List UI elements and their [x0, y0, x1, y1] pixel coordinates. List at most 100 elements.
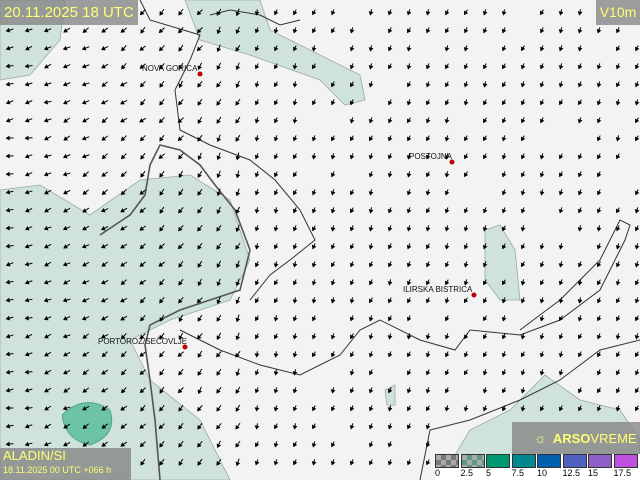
- wind-arrow-head: [235, 299, 241, 305]
- wind-arrow-head: [463, 101, 469, 106]
- wind-arrow-head: [558, 371, 564, 376]
- wind-arrow-head: [24, 81, 30, 87]
- wind-arrow-head: [635, 136, 640, 142]
- wind-arrow-head: [502, 226, 507, 232]
- wind-arrow-head: [43, 45, 49, 51]
- wind-arrow-head: [120, 316, 125, 321]
- wind-arrow-head: [387, 10, 393, 16]
- wind-arrow-head: [634, 226, 640, 232]
- wind-arrow-head: [197, 136, 202, 142]
- wind-arrow-head: [24, 153, 30, 159]
- wind-arrow-head: [216, 244, 221, 250]
- wind-arrow-head: [216, 11, 221, 16]
- wind-arrow-head: [444, 10, 450, 16]
- wind-arrow-head: [140, 28, 145, 34]
- wind-arrow-head: [406, 190, 412, 196]
- wind-arrow-head: [63, 190, 68, 195]
- wind-arrow-head: [101, 154, 107, 160]
- wind-arrow-head: [444, 299, 450, 304]
- wind-arrow-head: [293, 190, 298, 196]
- wind-arrow-head: [254, 100, 260, 106]
- wind-arrow-head: [120, 244, 125, 249]
- wind-arrow-head: [24, 423, 30, 429]
- wind-arrow-head: [273, 317, 279, 322]
- wind-arrow-head: [159, 280, 164, 286]
- wind-arrow-head: [539, 352, 545, 358]
- wind-arrow-head: [558, 353, 564, 358]
- wind-arrow-head: [82, 442, 88, 447]
- wind-arrow-head: [292, 208, 298, 214]
- wind-arrow-head: [101, 136, 107, 141]
- wind-arrow-head: [43, 153, 49, 159]
- wind-arrow-head: [463, 227, 469, 232]
- wind-arrow-head: [178, 406, 183, 412]
- wind-arrow-head: [482, 154, 488, 160]
- wind-arrow-head: [196, 298, 202, 304]
- wind-arrow-head: [5, 261, 11, 267]
- wind-arrow-head: [350, 244, 355, 250]
- wind-arrow-head: [63, 100, 68, 105]
- wind-arrow-head: [406, 136, 412, 142]
- wind-arrow-head: [81, 315, 87, 321]
- wind-arrow-head: [5, 171, 10, 177]
- wind-arrow-head: [273, 407, 279, 412]
- wind-arrow-head: [139, 208, 145, 213]
- wind-arrow-head: [273, 154, 279, 160]
- wind-arrow-head: [216, 406, 221, 412]
- wind-arrow-head: [177, 118, 183, 124]
- wind-arrow-head: [464, 10, 469, 16]
- wind-arrow-head: [349, 460, 355, 466]
- wind-arrow-head: [444, 407, 450, 412]
- wind-arrow-head: [483, 136, 488, 142]
- wind-arrow-head: [5, 207, 11, 213]
- wind-arrow-head: [197, 190, 202, 196]
- wind-arrow-head: [274, 424, 279, 430]
- wind-arrow-head: [464, 298, 469, 304]
- wind-arrow-head: [520, 191, 526, 196]
- wind-arrow-head: [63, 388, 69, 393]
- wind-arrow-head: [43, 225, 49, 231]
- wind-arrow-head: [292, 335, 298, 340]
- wind-arrow-head: [235, 407, 240, 412]
- wind-arrow-head: [292, 353, 298, 358]
- wind-arrow-head: [120, 352, 126, 358]
- wind-arrow-head: [178, 226, 183, 232]
- wind-arrow-head: [406, 280, 412, 286]
- coastline: [99, 144, 251, 480]
- wind-arrow-head: [502, 388, 507, 394]
- wind-arrow-head: [368, 460, 374, 466]
- wind-arrow-head: [120, 334, 126, 340]
- wind-arrow-head: [101, 82, 107, 87]
- wind-arrow-head: [5, 63, 10, 69]
- wind-arrow-head: [387, 281, 393, 286]
- wind-arrow-head: [254, 280, 260, 286]
- wind-arrow-head: [216, 101, 221, 106]
- wind-arrow-head: [197, 353, 202, 358]
- wind-arrow-head: [82, 172, 88, 177]
- wind-arrow-head: [596, 154, 602, 160]
- wind-arrow-head: [444, 208, 450, 214]
- wind-arrow-head: [388, 316, 393, 322]
- wind-arrow-head: [292, 263, 298, 268]
- wind-arrow-head: [216, 82, 221, 88]
- wind-arrow-head: [139, 370, 145, 375]
- wind-arrow-head: [501, 352, 507, 358]
- wind-arrow-head: [596, 334, 602, 340]
- wind-arrow-head: [216, 119, 221, 124]
- wind-arrow-head: [482, 244, 488, 250]
- wind-arrow-head: [558, 11, 564, 16]
- wind-arrow-head: [482, 389, 488, 394]
- wind-arrow-head: [558, 263, 564, 268]
- wind-arrow-head: [159, 172, 164, 178]
- wind-arrow-head: [178, 280, 183, 286]
- wind-arrow-head: [483, 316, 488, 322]
- wind-arrow-head: [254, 119, 260, 124]
- wind-arrow-head: [197, 208, 202, 214]
- wind-arrow-head: [159, 334, 164, 340]
- border-hr: [419, 339, 640, 480]
- wind-arrow-head: [539, 82, 545, 88]
- wind-arrow-head: [406, 82, 412, 88]
- wind-arrow-head: [82, 190, 88, 195]
- wind-arrow-head: [406, 262, 412, 268]
- wind-arrow-head: [216, 263, 221, 268]
